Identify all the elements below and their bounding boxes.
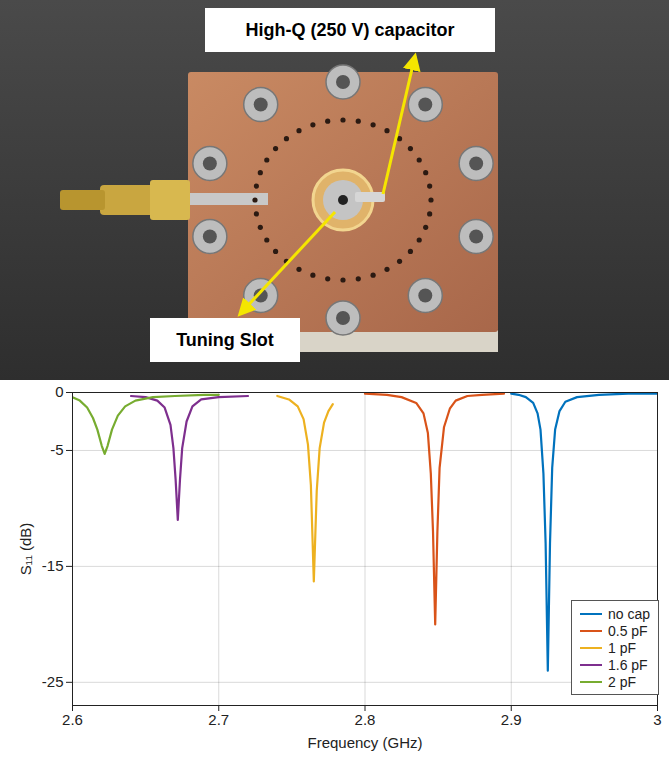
html-text:no cap: no cap (608, 605, 650, 622)
svg-text:High-Q (250 V) capacitor: High-Q (250 V) capacitor (245, 20, 454, 40)
html-text:2 pF: 2 pF (608, 673, 636, 690)
svg-text:0: 0 (55, 383, 63, 400)
svg-text:-25: -25 (42, 673, 64, 690)
svg-text:Frequency (GHz): Frequency (GHz) (307, 734, 422, 751)
svg-text:S₁₁ (dB): S₁₁ (dB) (17, 523, 34, 576)
svg-text:-5: -5 (50, 441, 63, 458)
html-text:1 pF: 1 pF (608, 639, 636, 656)
svg-text:2.9: 2.9 (501, 711, 522, 728)
html-text:1.6 pF: 1.6 pF (608, 656, 648, 673)
svg-text:Tuning Slot: Tuning Slot (176, 330, 274, 350)
svg-text:3: 3 (653, 711, 661, 728)
html-text:0.5 pF: 0.5 pF (608, 622, 648, 639)
svg-text:2.8: 2.8 (355, 711, 376, 728)
svg-text:-15: -15 (42, 557, 64, 574)
svg-text:2.7: 2.7 (208, 711, 229, 728)
svg-text:2.6: 2.6 (62, 711, 83, 728)
